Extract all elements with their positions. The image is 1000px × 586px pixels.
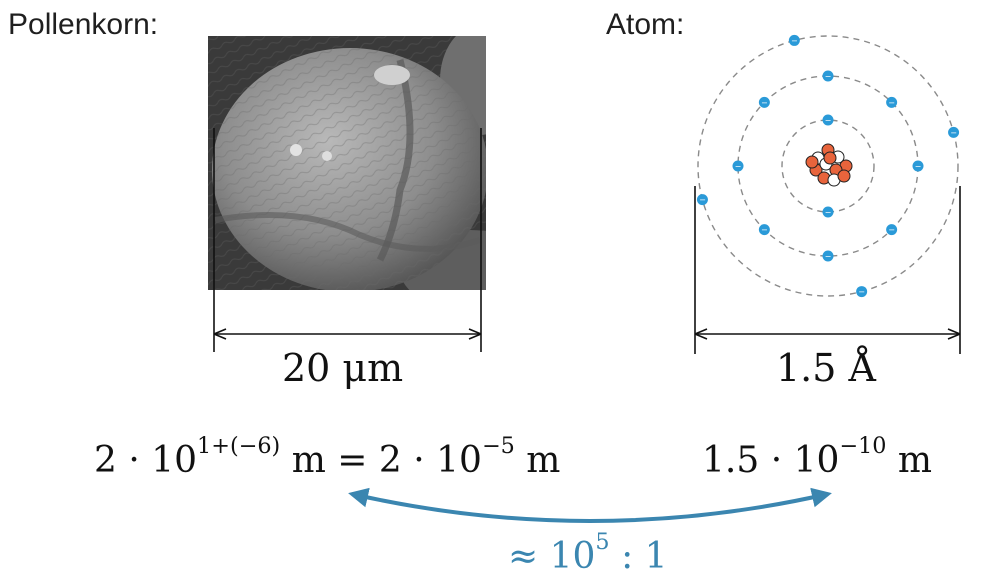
electron-1: −	[822, 206, 834, 218]
svg-text:−: −	[950, 128, 957, 137]
atom-dimension	[694, 186, 961, 354]
pollen-expression: 2 · 101+(−6) m = 2 · 10−5 m	[94, 435, 561, 481]
atom-nucleus	[805, 143, 853, 187]
svg-text:−: −	[791, 36, 798, 45]
svg-text:−: −	[858, 288, 865, 297]
pollen-expr-mid: m = 2 · 10	[280, 440, 482, 481]
svg-text:−: −	[699, 196, 706, 205]
electron-5: −	[886, 96, 898, 108]
atom-expr-exp: −10	[839, 433, 887, 460]
pollen-title: Pollenkorn:	[8, 8, 159, 41]
svg-text:−: −	[761, 98, 768, 107]
electron-11: −	[948, 126, 960, 138]
svg-text:−: −	[825, 72, 832, 81]
ratio-prefix: ≈ 10	[508, 536, 596, 577]
svg-text:−: −	[825, 208, 832, 217]
atom-diagram: − − − − − − − − − − − − − −	[696, 34, 960, 298]
electron-12: −	[788, 34, 800, 46]
electron-8: −	[732, 160, 744, 172]
pollen-expr-unit: m	[514, 440, 561, 481]
svg-text:−: −	[915, 162, 922, 171]
electron-9: −	[758, 224, 770, 236]
atom-expression: 1.5 · 10−10 m	[702, 435, 933, 481]
comparison-arrow	[348, 487, 832, 523]
svg-text:−: −	[735, 162, 742, 171]
ratio-label: ≈ 105 : 1	[508, 531, 668, 577]
atom-size-label: 1.5 Å	[776, 346, 876, 390]
electron-group: − − − − − − − − − − − − − −	[696, 34, 960, 298]
ratio-exp: 5	[595, 529, 610, 556]
electron-10: −	[856, 286, 868, 298]
ratio-suffix: : 1	[609, 536, 668, 577]
svg-text:−: −	[888, 98, 895, 107]
electron-7: −	[758, 96, 770, 108]
atom-expr-unit: m	[886, 440, 933, 481]
svg-text:−: −	[825, 116, 832, 125]
svg-text:−: −	[761, 226, 768, 235]
atom-expr-coef: 1.5 · 10	[702, 440, 840, 481]
svg-text:−: −	[888, 226, 895, 235]
pollen-image	[208, 36, 486, 290]
pollen-dimension	[213, 128, 482, 352]
electron-13: −	[696, 194, 708, 206]
electron-2: −	[822, 250, 834, 262]
pollen-expr-exp1: 1+(−6)	[197, 433, 281, 460]
pollen-expr-exp2: −5	[481, 433, 515, 460]
electron-0: −	[822, 114, 834, 126]
svg-text:−: −	[825, 252, 832, 261]
electron-4: −	[912, 160, 924, 172]
electron-6: −	[822, 70, 834, 82]
atom-title: Atom:	[606, 8, 685, 41]
pollen-size-label: 20 μm	[282, 346, 404, 390]
pollen-expr-coef: 2 · 10	[94, 440, 198, 481]
electron-3: −	[886, 224, 898, 236]
